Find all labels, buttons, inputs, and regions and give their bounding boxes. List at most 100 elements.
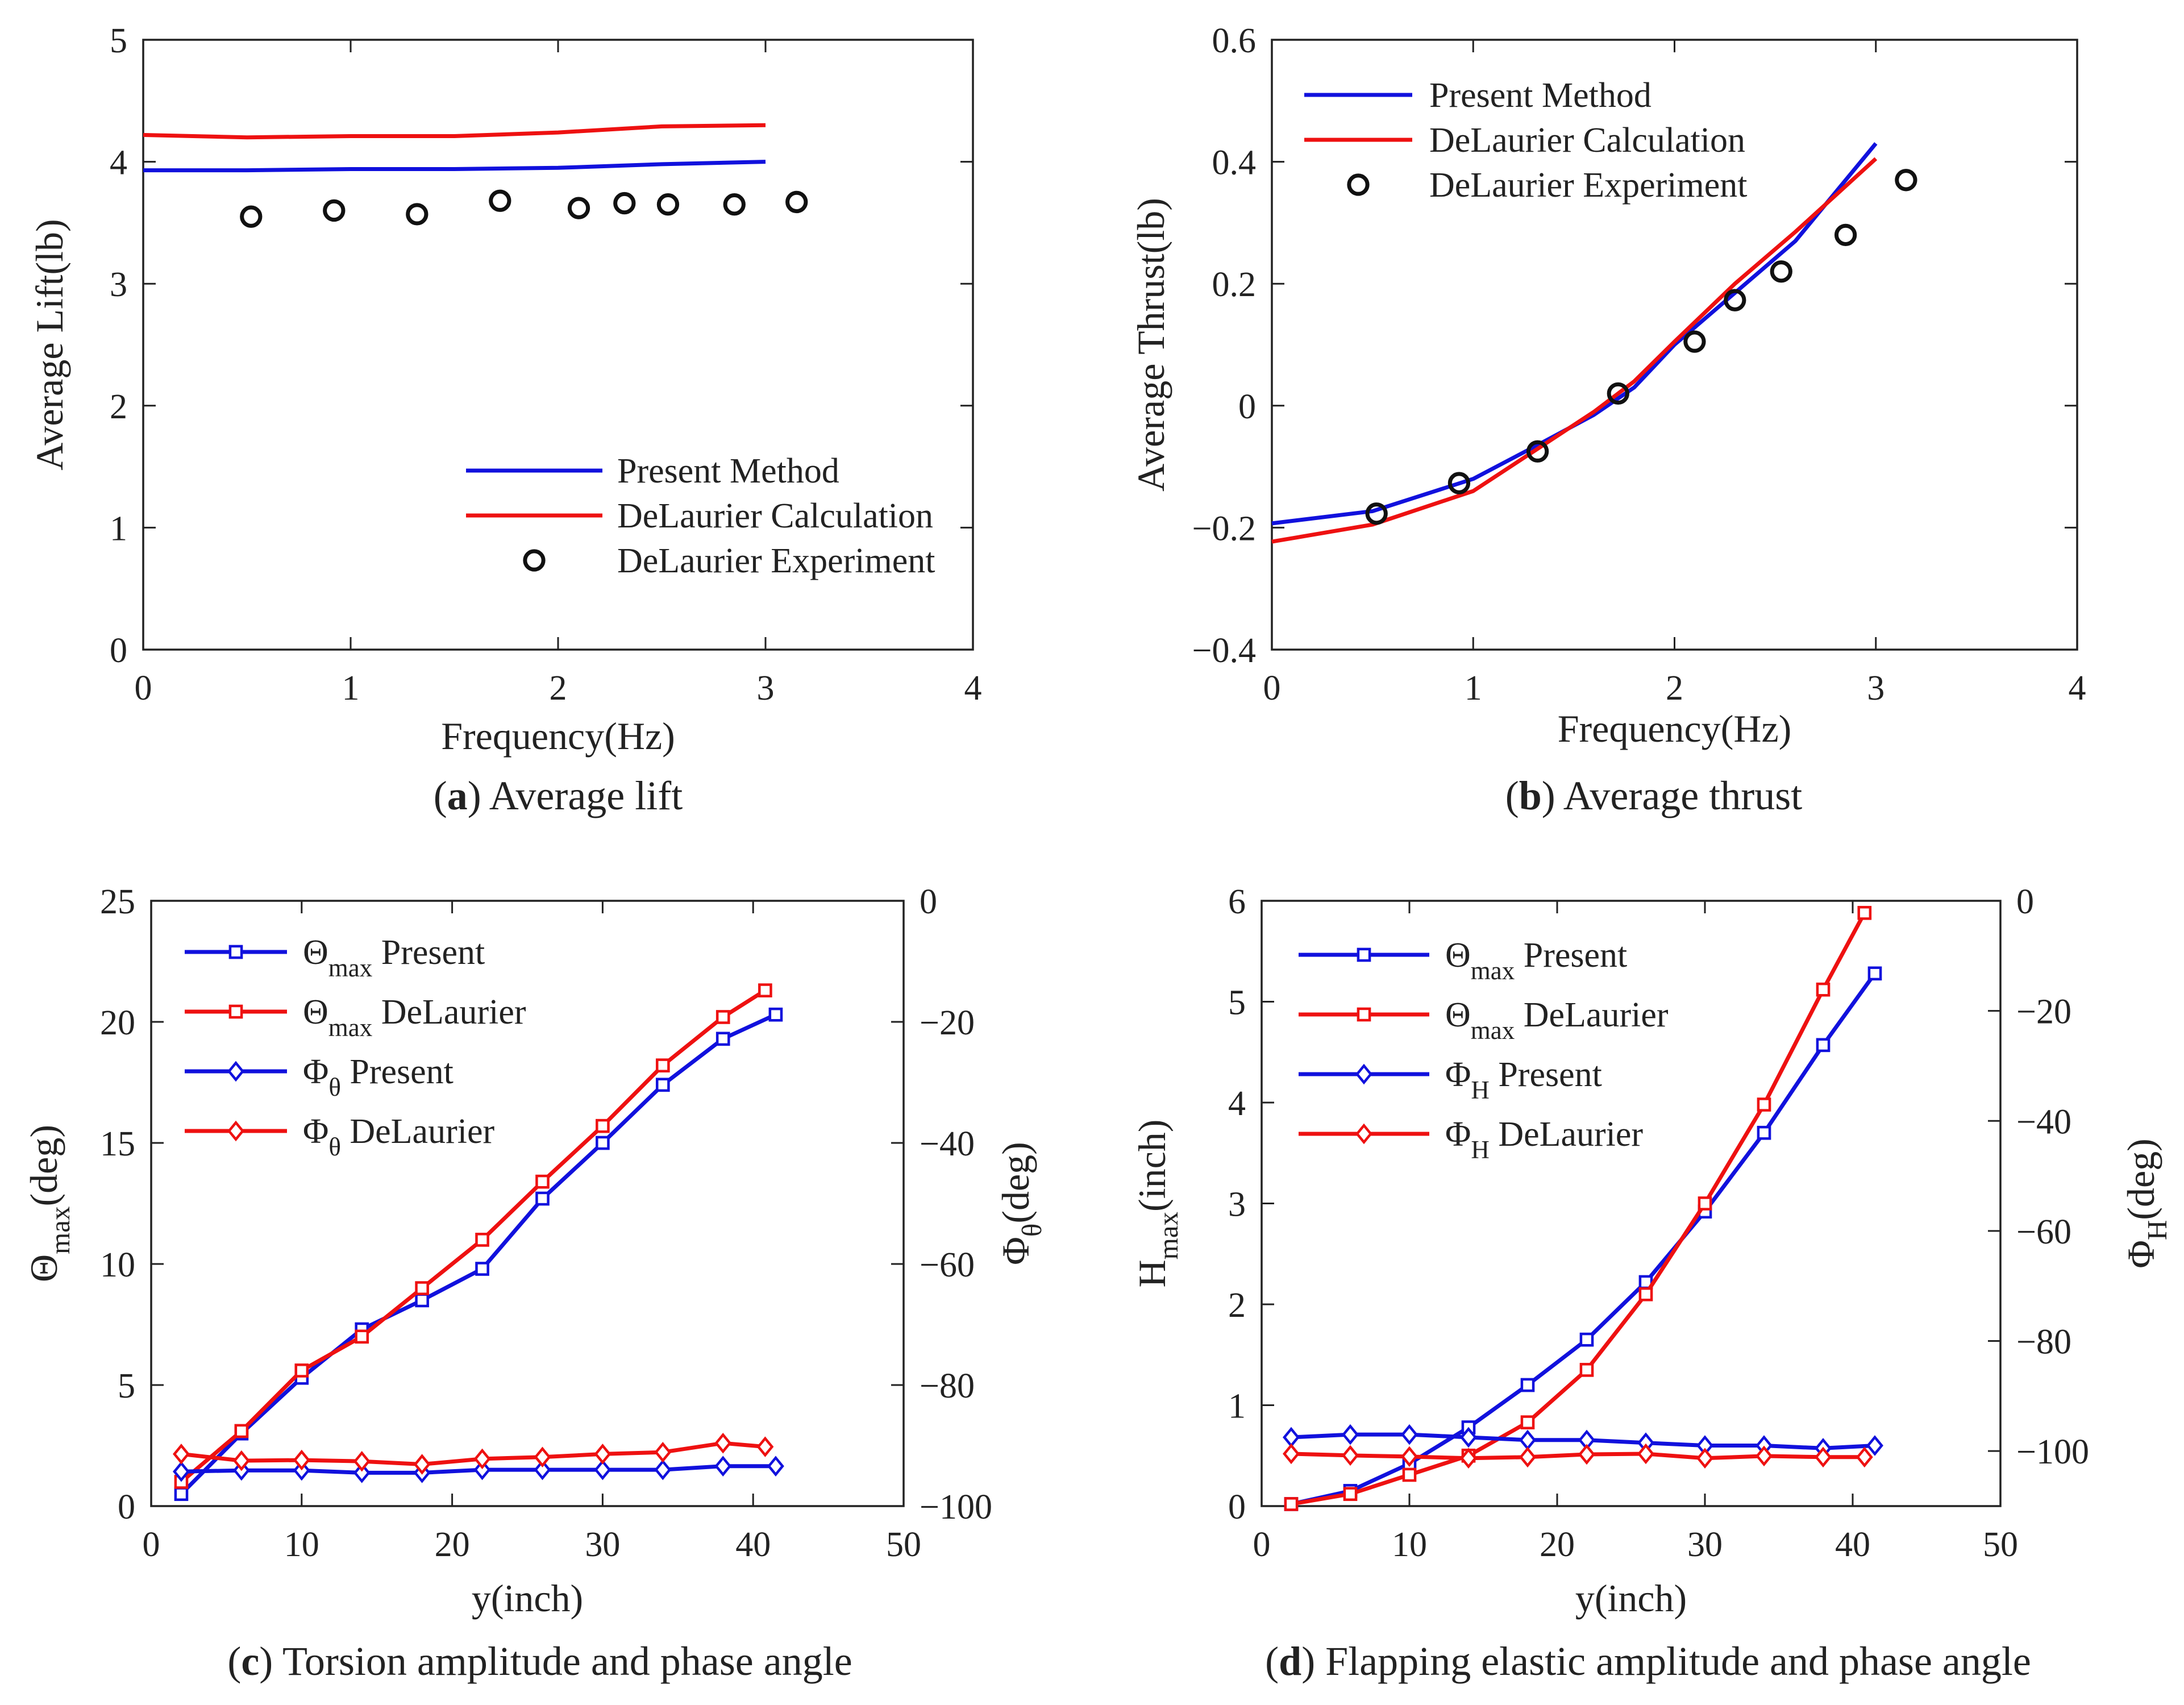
data-point — [1520, 1415, 1535, 1430]
data-point — [535, 1191, 550, 1206]
y-tick-label: 3 — [1228, 1186, 1246, 1224]
data-point — [406, 203, 429, 226]
series-line — [1271, 157, 1878, 544]
data-point — [613, 192, 636, 215]
data-point — [1638, 1287, 1653, 1301]
y2-tick-label: 0 — [2016, 883, 2034, 921]
legend-marker — [228, 1004, 243, 1019]
x-tick-label: 30 — [1687, 1525, 1723, 1564]
data-point — [1578, 1444, 1595, 1465]
legend-item: ΦH DeLaurier — [1299, 1115, 1643, 1164]
x-axis-label: y(inch) — [1575, 1577, 1687, 1620]
y-tick-label: 0 — [118, 1488, 135, 1527]
data-point — [1460, 1448, 1477, 1469]
data-point — [1342, 1445, 1359, 1466]
legend-item: Present Method — [1304, 76, 1651, 115]
data-point — [232, 1450, 250, 1471]
legend-item: Θmax DeLaurier — [185, 993, 526, 1042]
data-point — [723, 193, 746, 216]
data-point — [654, 1441, 672, 1463]
legend-item: Θmax Present — [1299, 936, 1627, 985]
legend-label: Θmax DeLaurier — [303, 993, 526, 1042]
data-point — [1757, 1125, 1771, 1140]
x-tick-label: 40 — [735, 1525, 771, 1564]
y2-axis-label: Φθ(deg) — [994, 1142, 1047, 1265]
panel-a: 0 1 2 3 4 0 1 2 3 4 5 Frequency(Hz) Average Lift(lb)… — [28, 22, 982, 818]
data-point — [756, 1436, 774, 1457]
y2-tick-label: −40 — [920, 1125, 975, 1163]
data-point — [353, 1462, 371, 1483]
data-point — [294, 1363, 309, 1378]
y-tick-label: 5 — [1228, 984, 1246, 1022]
data-point — [1770, 260, 1792, 283]
data-point — [1520, 1378, 1535, 1392]
legend-label: DeLaurier Calculation — [617, 497, 933, 535]
x-tick-label: 50 — [886, 1525, 921, 1564]
data-point — [293, 1449, 310, 1471]
x-tick-label: 4 — [2069, 669, 2086, 708]
y-tick-label: 5 — [118, 1367, 135, 1405]
data-point — [594, 1444, 611, 1465]
legend-label: ΦH Present — [1445, 1055, 1602, 1104]
series-present-method — [143, 160, 766, 173]
series-line — [143, 123, 766, 140]
x-tick-label: 0 — [135, 669, 152, 708]
data-point — [1683, 330, 1706, 353]
legend-item: Φθ Present — [185, 1053, 454, 1101]
data-point — [535, 1174, 550, 1189]
data-point — [1342, 1424, 1359, 1445]
series-line — [180, 1013, 777, 1496]
legend-item: Θmax DeLaurier — [1299, 996, 1669, 1045]
x-tick-label: 3 — [1867, 669, 1885, 708]
data-point — [1757, 1097, 1771, 1112]
series-line — [1291, 972, 1877, 1506]
data-point — [413, 1454, 431, 1475]
x-tick-label: 10 — [284, 1525, 319, 1564]
legend-marker — [523, 549, 546, 572]
x-axis-label: Frequency(Hz) — [1558, 707, 1792, 750]
data-point — [1816, 1038, 1831, 1053]
data-point — [1579, 1332, 1594, 1347]
x-tick-label: 30 — [585, 1525, 620, 1564]
data-point — [355, 1329, 369, 1344]
data-point — [1579, 1363, 1594, 1377]
data-point — [1755, 1445, 1773, 1467]
y2-tick-label: −80 — [2016, 1323, 2071, 1362]
data-point — [768, 1007, 783, 1022]
x-tick-label: 4 — [964, 669, 982, 708]
legend-label: Present Method — [1429, 76, 1651, 115]
series-line — [181, 1441, 766, 1466]
legend-item: DeLaurier Experiment — [523, 542, 935, 580]
data-point — [1402, 1467, 1417, 1482]
panel-c: 0 10 20 30 40 50 0 5 10 15 20 25 −100 −80 −60 −40 −20 0 y(… — [22, 883, 1047, 1684]
data-point — [1857, 905, 1872, 920]
legend-marker — [228, 945, 243, 959]
data-point — [1867, 966, 1882, 981]
legend-label: DeLaurier Experiment — [1429, 166, 1747, 205]
panel-caption: (d) Flapping elastic amplitude and phase… — [1265, 1639, 2031, 1684]
data-point — [174, 1487, 189, 1502]
series--delaurier — [172, 1432, 774, 1475]
legend: Present Method DeLaurier Calculation DeLau… — [1304, 76, 1747, 205]
legend-item: DeLaurier Experiment — [1347, 166, 1747, 205]
data-point — [1698, 1196, 1712, 1211]
legend-label: Θmax Present — [303, 933, 485, 982]
data-point — [1447, 472, 1471, 494]
legend-label: Φθ Present — [303, 1053, 454, 1101]
x-tick-label: 3 — [757, 669, 775, 708]
data-point — [596, 1118, 610, 1133]
data-point — [489, 189, 511, 212]
panel-caption: (b) Average thrust — [1505, 773, 1803, 818]
x-tick-label: 1 — [1465, 669, 1482, 708]
x-tick-label: 0 — [1263, 669, 1281, 708]
data-point — [758, 983, 772, 997]
series-delaurier-experiment — [240, 189, 808, 228]
series-delaurier-calculation — [143, 123, 766, 140]
series-delaurier-calculation — [1271, 157, 1878, 544]
y-tick-label: 0 — [110, 631, 127, 670]
y-tick-label: 2 — [1228, 1286, 1246, 1325]
data-point — [534, 1446, 551, 1467]
y-tick-label: 2 — [110, 388, 127, 426]
data-point — [1696, 1448, 1713, 1469]
data-point — [1284, 1497, 1299, 1511]
